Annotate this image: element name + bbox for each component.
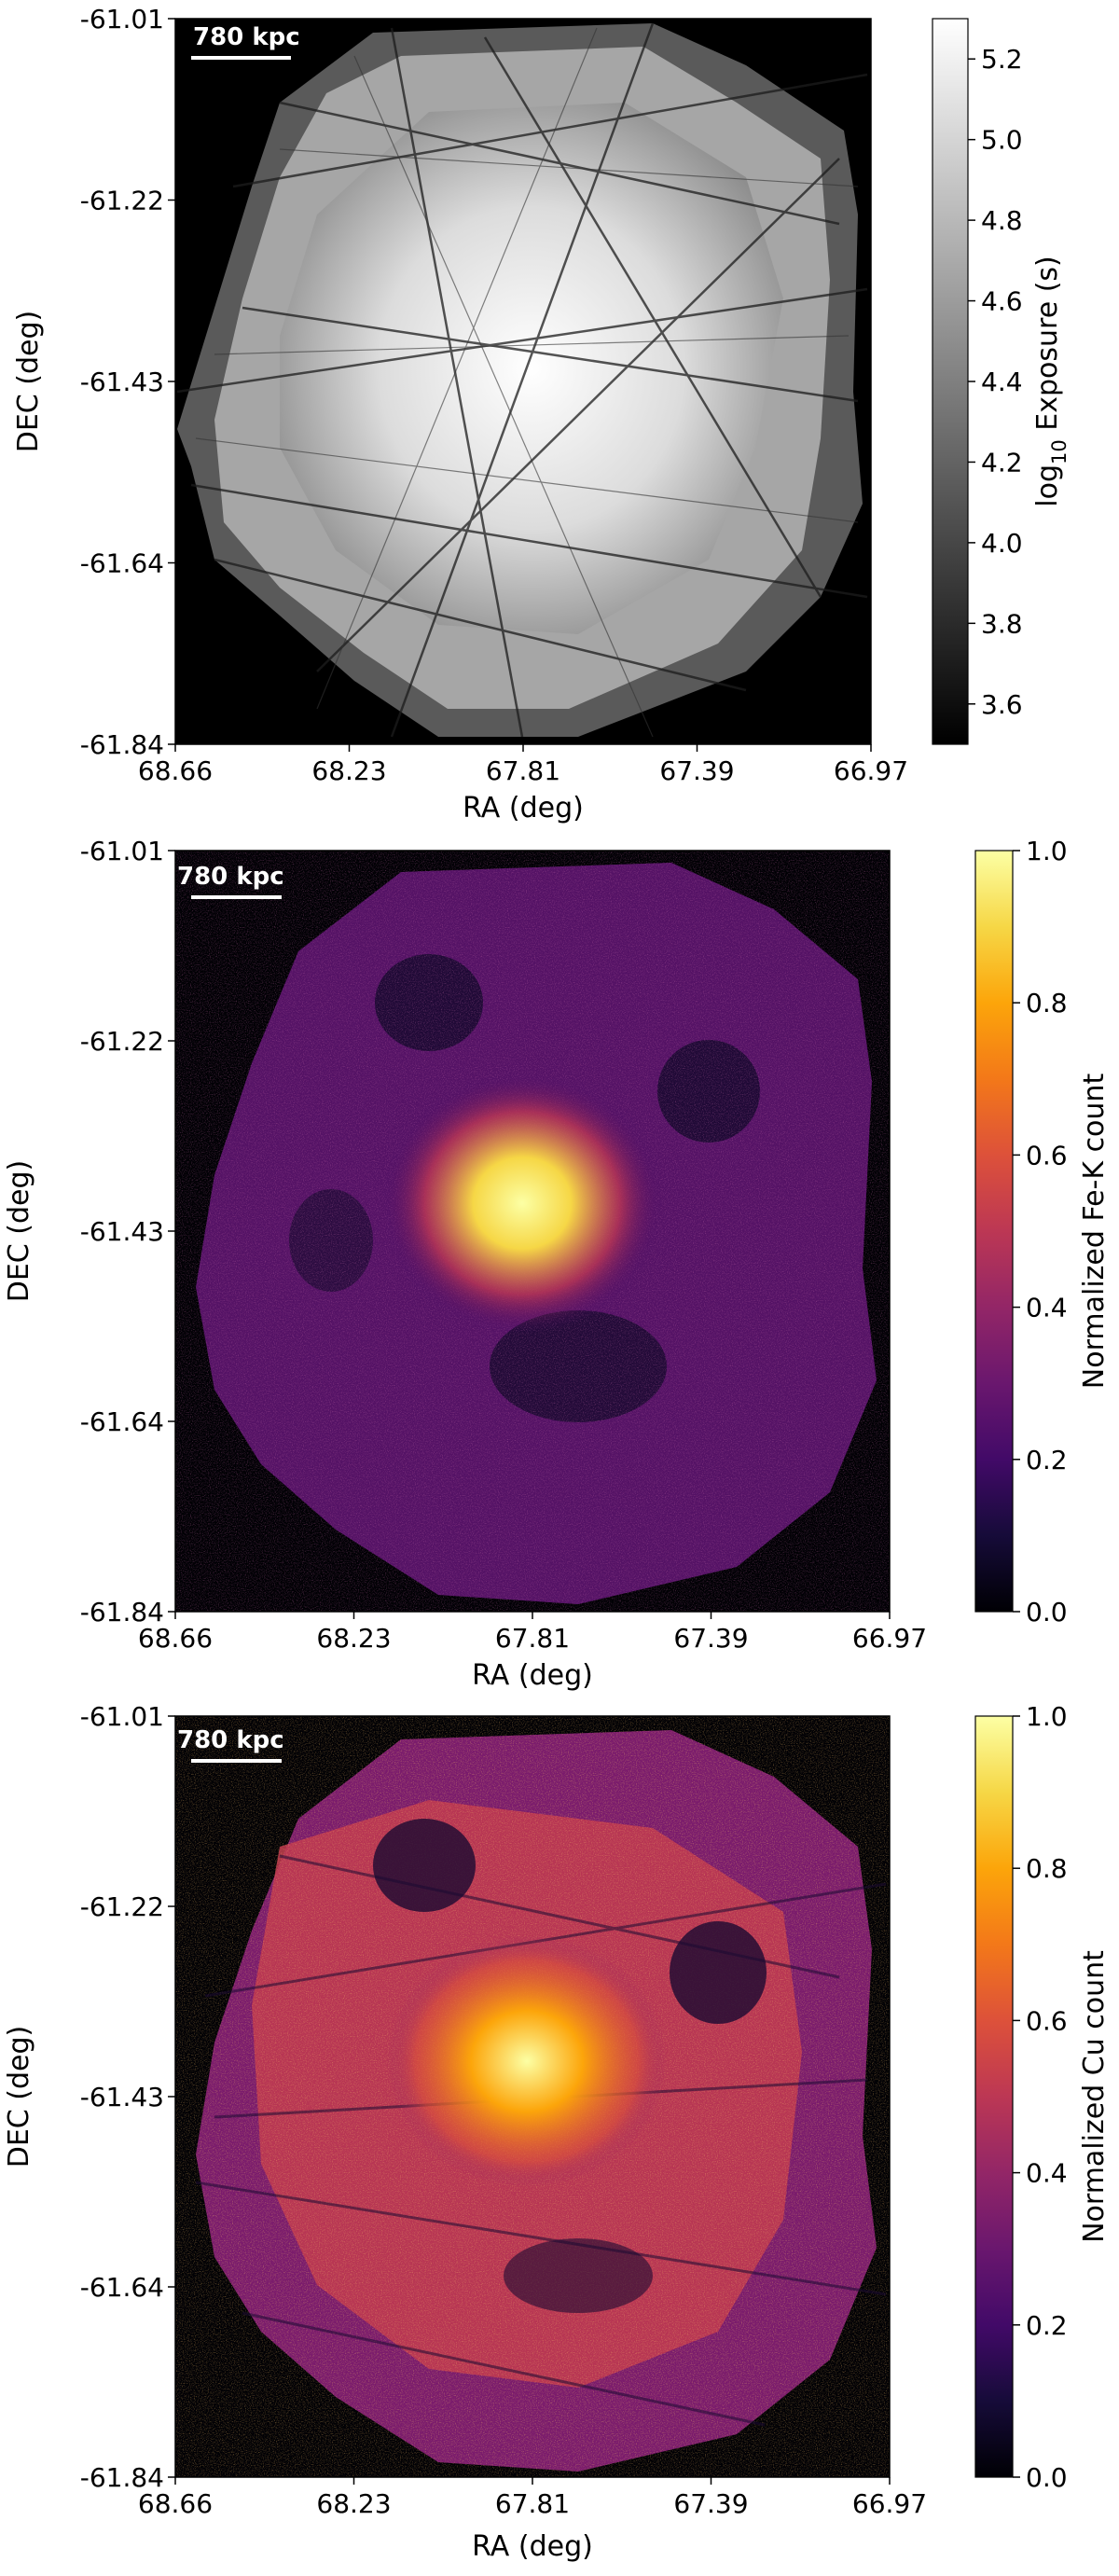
- panel-fe-k: 780 kpc 68.66 68.23 67.81 67.39 66.97 -61.01…: [3, 836, 1111, 1692]
- colorbar-tick-label: 0.6: [1026, 2005, 1068, 2036]
- colorbar-tick-label: 0.6: [1026, 1140, 1068, 1170]
- colorbar: [974, 850, 1014, 1613]
- x-tick-label: 66.97: [852, 1623, 927, 1654]
- y-axis-label: DEC (deg): [12, 311, 45, 453]
- x-tick-label: 68.66: [138, 1623, 213, 1654]
- x-tick-label: 68.23: [316, 2488, 391, 2519]
- colorbar-label: Normalized Cu count: [1078, 1950, 1111, 2243]
- colorbar-tick-label: 0.4: [1026, 1293, 1068, 1323]
- exposure-footprint-inner: [280, 103, 783, 634]
- y-tick-label: -61.84: [80, 729, 164, 760]
- y-tick-label: -61.01: [80, 1701, 164, 1732]
- cu-map: [175, 1716, 890, 2477]
- x-axis-ticks: 68.66 68.23 67.81 67.39 66.97: [138, 744, 908, 786]
- y-tick-label: -61.84: [80, 2462, 164, 2493]
- fe-k-core: [382, 1073, 662, 1334]
- y-tick-label: -61.22: [80, 1026, 164, 1057]
- y-tick-label: -61.01: [80, 4, 164, 35]
- colorbar: [932, 18, 969, 745]
- x-axis-ticks: 68.66 68.23 67.81 67.39 66.97: [138, 1612, 927, 1654]
- y-tick-label: -61.01: [80, 836, 164, 866]
- cu-dark-hole: [373, 1819, 476, 1912]
- colorbar-label: Normalized Fe-K count: [1078, 1073, 1111, 1390]
- colorbar-tick-label: 0.8: [1026, 988, 1068, 1018]
- colorbar-tick-label: 4.2: [981, 447, 1023, 478]
- cu-core: [387, 1935, 667, 2187]
- y-tick-label: -61.64: [80, 2272, 164, 2303]
- colorbar-tick-label: 0.0: [1026, 1597, 1068, 1627]
- x-axis-label: RA (deg): [463, 792, 584, 824]
- colorbar-tick-label: 0.4: [1026, 2158, 1068, 2189]
- x-tick-label: 67.81: [486, 755, 560, 786]
- colorbar-tick-label: 5.2: [981, 44, 1023, 75]
- x-tick-label: 68.66: [138, 755, 213, 786]
- y-axis-label: DEC (deg): [3, 1160, 35, 1303]
- colorbar-tick-label: 1.0: [1026, 836, 1068, 866]
- colorbar-tick-label: 3.6: [981, 689, 1023, 720]
- x-tick-label: 67.39: [673, 2488, 748, 2519]
- colorbar-ticks: 0.0 0.2 0.4 0.6 0.8 1.0: [1013, 836, 1068, 1627]
- colorbar-tick-label: 0.8: [1026, 1853, 1068, 1884]
- x-tick-label: 68.66: [138, 2488, 213, 2519]
- colorbar-ticks: 3.6 3.8 4.0 4.2 4.4 4.6 4.8 5.0 5.2: [968, 44, 1023, 720]
- colorbar-tick-label: 0.2: [1026, 2310, 1068, 2341]
- scale-bar-label: 780 kpc: [177, 1726, 284, 1754]
- x-tick-label: 66.97: [852, 2488, 927, 2519]
- y-tick-label: -61.64: [80, 1406, 164, 1437]
- y-axis-ticks: -61.01 -61.22 -61.43 -61.64 -61.84: [80, 4, 175, 760]
- colorbar-tick-label: 0.0: [1026, 2462, 1068, 2493]
- panel-cu: 780 kpc 68.66 68.23 67.81 67.39 66.97 -61.01…: [3, 1701, 1111, 2563]
- x-tick-label: 67.39: [659, 755, 734, 786]
- y-tick-label: -61.64: [80, 548, 164, 579]
- colorbar-tick-label: 0.2: [1026, 1445, 1068, 1475]
- y-tick-label: -61.43: [80, 1216, 164, 1247]
- colorbar-label: log10 Exposure (s): [1031, 256, 1071, 506]
- colorbar-tick-label: 4.4: [981, 367, 1023, 397]
- colorbar-tick-label: 4.0: [981, 528, 1023, 559]
- x-tick-label: 67.81: [495, 1623, 570, 1654]
- fe-k-map: [175, 851, 890, 1612]
- x-tick-label: 68.23: [316, 1623, 391, 1654]
- scale-bar-label: 780 kpc: [193, 23, 300, 51]
- x-tick-label: 68.23: [311, 755, 386, 786]
- y-tick-label: -61.22: [80, 1891, 164, 1922]
- cu-dark-hole: [670, 1921, 767, 2024]
- exposure-map: [176, 22, 868, 738]
- detector-gap-lines-thin: [195, 27, 859, 738]
- cu-dark-hole: [504, 2238, 653, 2313]
- y-tick-label: -61.84: [80, 1597, 164, 1627]
- x-tick-label: 67.39: [673, 1623, 748, 1654]
- y-tick-label: -61.43: [80, 367, 164, 397]
- colorbar-tick-label: 4.8: [981, 205, 1023, 236]
- y-tick-label: -61.43: [80, 2082, 164, 2112]
- scale-bar-label: 780 kpc: [177, 863, 284, 891]
- x-tick-label: 67.81: [495, 2488, 570, 2519]
- detector-gap-lines: [176, 22, 868, 738]
- x-axis-ticks: 68.66 68.23 67.81 67.39 66.97: [138, 2477, 927, 2519]
- y-tick-label: -61.22: [80, 186, 164, 216]
- colorbar-tick-label: 5.0: [981, 125, 1023, 156]
- panel-exposure: 780 kpc 68.66 68.23 67.81 67.39 66.97 -61.01…: [12, 4, 1071, 824]
- colorbar-tick-label: 3.8: [981, 608, 1023, 639]
- colorbar-tick-label: 1.0: [1026, 1701, 1068, 1732]
- y-axis-label: DEC (deg): [3, 2026, 35, 2168]
- y-axis-ticks: -61.01 -61.22 -61.43 -61.64 -61.84: [80, 1701, 175, 2493]
- y-axis-ticks: -61.01 -61.22 -61.43 -61.64 -61.84: [80, 836, 175, 1627]
- x-axis-label: RA (deg): [472, 2530, 593, 2563]
- colorbar-tick-label: 4.6: [981, 286, 1023, 317]
- x-tick-label: 66.97: [834, 755, 908, 786]
- colorbar-ticks: 0.0 0.2 0.4 0.6 0.8 1.0: [1013, 1701, 1068, 2493]
- x-axis-label: RA (deg): [472, 1659, 593, 1692]
- colorbar: [974, 1715, 1014, 2478]
